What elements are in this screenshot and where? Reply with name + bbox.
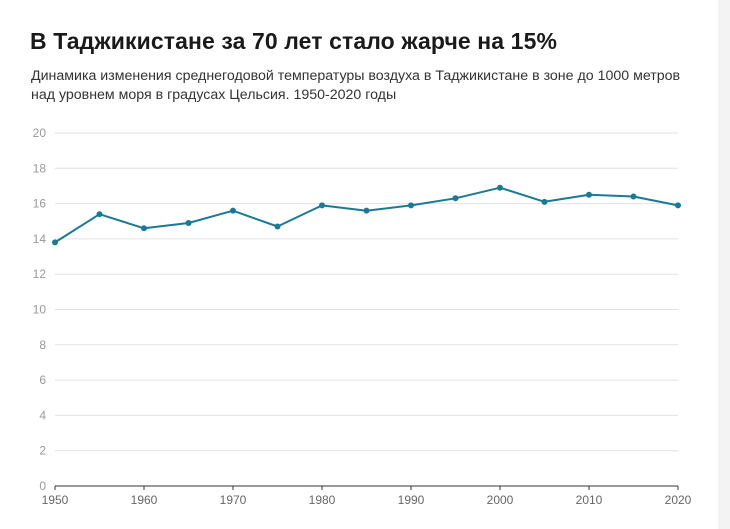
y-tick-label: 12 — [33, 267, 47, 281]
data-point — [675, 202, 681, 209]
y-tick-label: 16 — [33, 197, 47, 211]
x-tick-label: 1990 — [398, 493, 425, 507]
x-tick-label: 1960 — [131, 493, 158, 507]
data-point — [185, 220, 192, 227]
y-tick-label: 0 — [39, 479, 46, 493]
data-point — [497, 184, 503, 191]
x-tick-label: 1980 — [309, 493, 336, 507]
y-tick-label: 4 — [39, 408, 46, 422]
data-point — [630, 193, 637, 200]
data-point — [452, 195, 459, 202]
y-tick-label: 20 — [33, 126, 47, 140]
chart-title: В Таджикистане за 70 лет стало жарче на … — [30, 28, 558, 54]
data-point — [230, 207, 236, 214]
data-point — [408, 202, 414, 209]
data-point — [274, 223, 281, 230]
y-tick-label: 8 — [39, 338, 46, 352]
data-point — [141, 225, 147, 232]
data-point — [96, 211, 103, 218]
x-tick-label: 1970 — [220, 493, 247, 507]
data-point — [541, 198, 548, 205]
right-edge-strip — [718, 0, 730, 529]
x-tick-label: 2010 — [576, 493, 603, 507]
data-point — [319, 202, 325, 209]
y-tick-label: 10 — [33, 303, 47, 317]
y-tick-label: 18 — [33, 161, 47, 175]
chart-subtitle: Динамика изменения среднегодовой темпера… — [31, 68, 681, 103]
data-point — [363, 207, 370, 214]
series-line — [54, 186, 679, 244]
x-tick-label: 2000 — [487, 493, 514, 507]
data-point — [586, 191, 592, 198]
y-tick-label: 2 — [39, 444, 46, 458]
x-tick-label: 1950 — [42, 493, 69, 507]
y-tick-label: 14 — [33, 232, 47, 246]
data-point — [52, 239, 58, 246]
x-tick-label: 2020 — [665, 493, 692, 507]
y-tick-label: 6 — [39, 373, 46, 387]
